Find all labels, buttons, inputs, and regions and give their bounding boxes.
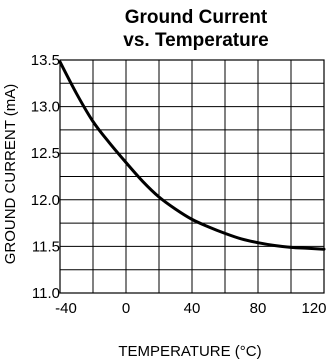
y-tick-label: 13.5 xyxy=(31,52,60,69)
chart-title-line-2: vs. Temperature xyxy=(123,30,268,51)
y-tick-label: 12.5 xyxy=(31,145,60,162)
x-tick-label: -40 xyxy=(55,300,77,317)
y-tick-label: 12.0 xyxy=(31,192,60,209)
y-tick-label: 11.0 xyxy=(32,285,60,302)
chart-title-line-1: Ground Current xyxy=(125,7,268,28)
x-tick-labels: -40 0 40 80 120 xyxy=(55,300,326,317)
y-tick-label: 11.5 xyxy=(32,238,60,255)
x-axis-label: TEMPERATURE (°C) xyxy=(118,343,261,360)
grid-lines xyxy=(60,60,324,293)
x-tick-label: 120 xyxy=(301,300,326,317)
series-line xyxy=(58,60,326,251)
y-tick-labels: 11.0 11.5 12.0 12.5 13.0 13.5 xyxy=(31,52,60,302)
x-tick-label: 80 xyxy=(250,300,267,317)
x-tick-label: 0 xyxy=(122,300,130,317)
y-tick-label: 13.0 xyxy=(31,99,60,116)
x-tick-label: 40 xyxy=(184,300,201,317)
y-axis-label: GROUND CURRENT (mA) xyxy=(2,84,19,265)
plot-frame xyxy=(59,59,325,294)
